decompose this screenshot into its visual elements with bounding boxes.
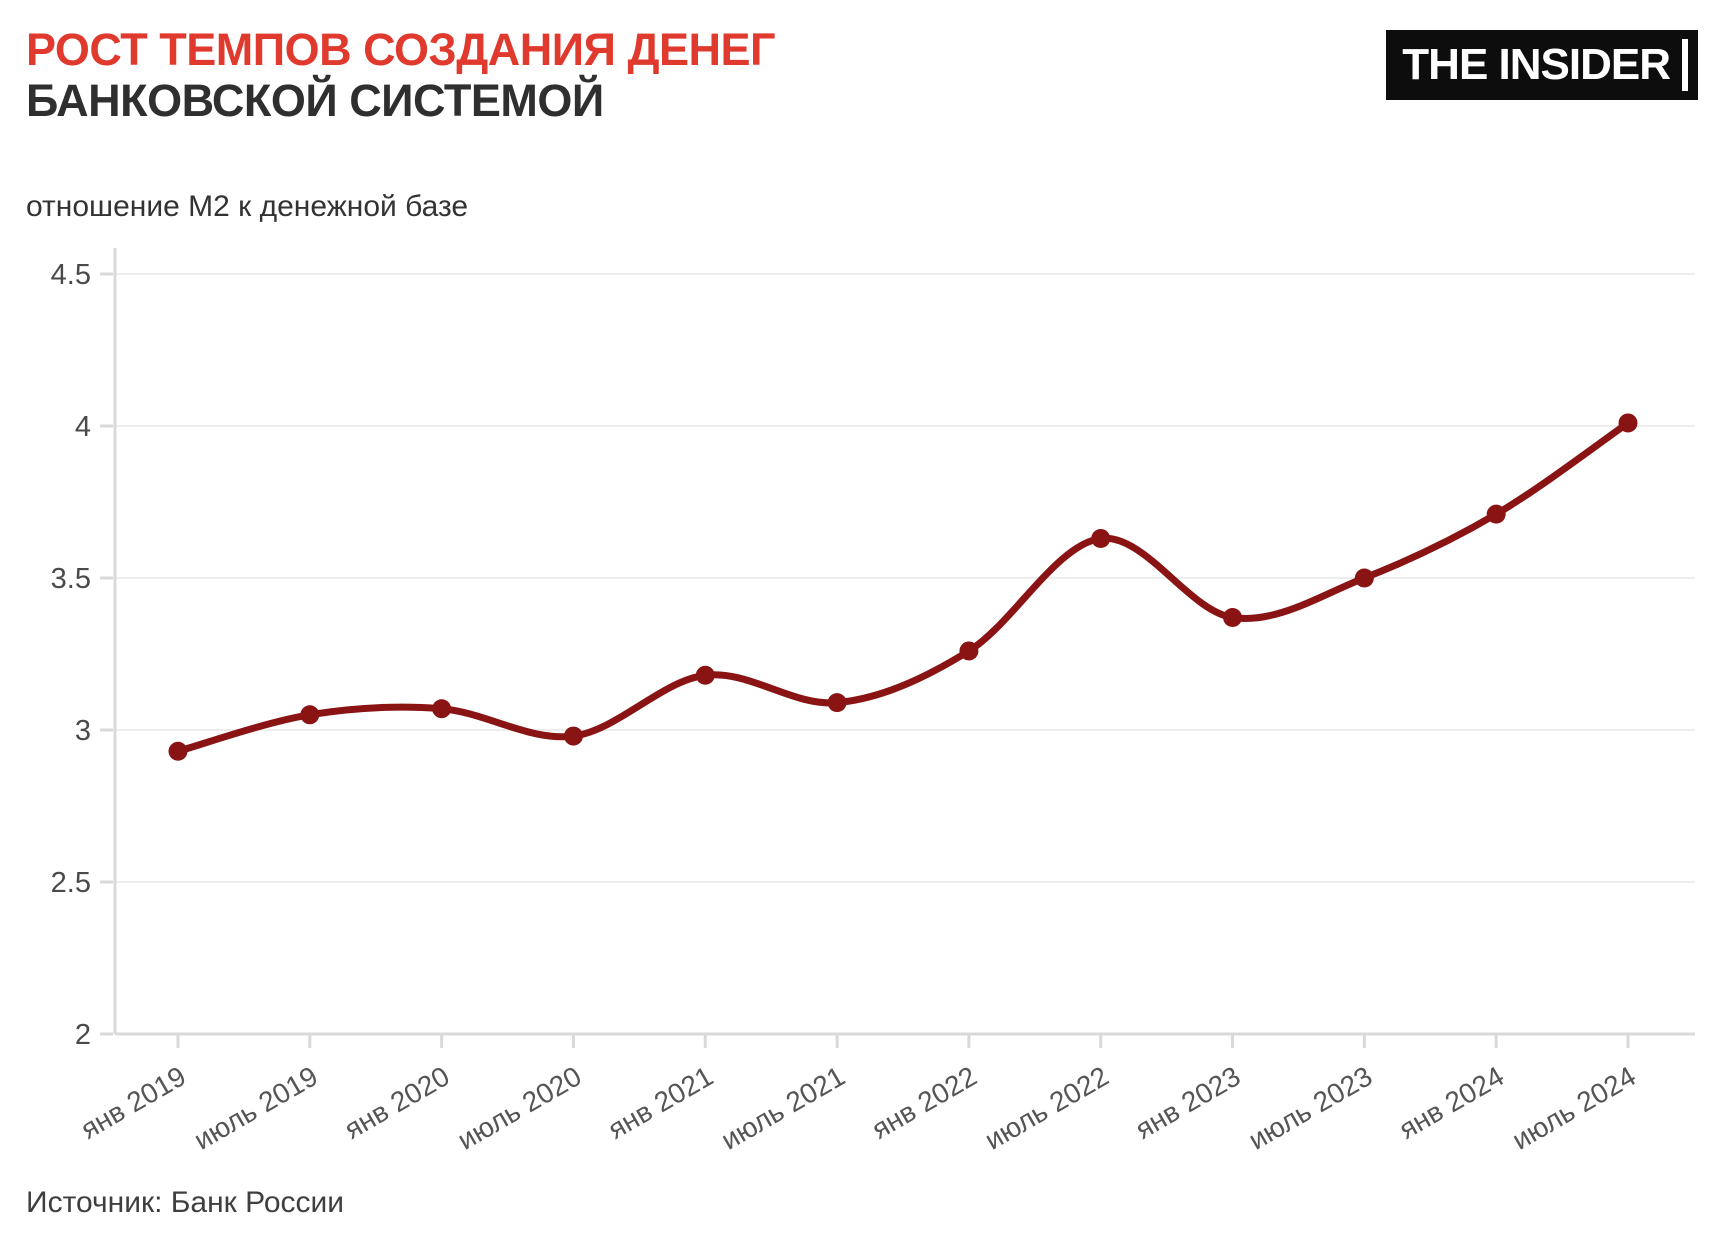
y-axis-label: 3 (75, 715, 91, 747)
page-title: РОСТ ТЕМПОВ СОЗДАНИЯ ДЕНЕГ БАНКОВСКОЙ СИ… (26, 24, 776, 127)
y-axis-label: 3.5 (51, 563, 91, 595)
y-axis-label: 4 (75, 411, 91, 443)
x-axis-label: июль 2022 (980, 1060, 1114, 1155)
logo-cursor-bar-icon (1682, 39, 1688, 91)
x-axis-label: июль 2020 (452, 1060, 586, 1155)
x-axis-label: июль 2024 (1507, 1060, 1641, 1155)
data-point-marker (1223, 608, 1243, 628)
data-point-marker (695, 665, 715, 685)
chart-subtitle: отношение М2 к денежной базе (26, 190, 469, 223)
x-axis-label: июль 2019 (189, 1060, 323, 1155)
x-axis-label: июль 2021 (716, 1060, 850, 1155)
data-line (174, 419, 1632, 755)
x-axis-label: янв 2019 (75, 1060, 191, 1145)
page-title-line1: РОСТ ТЕМПОВ СОЗДАНИЯ ДЕНЕГ (26, 24, 776, 75)
y-axis-label: 2.5 (51, 867, 91, 899)
y-axis-label: 2 (75, 1019, 91, 1051)
the-insider-logo: THE INSIDER (1386, 30, 1698, 100)
x-axis-label: янв 2020 (339, 1060, 455, 1145)
y-axis-label: 4.5 (51, 259, 91, 291)
data-point-marker (432, 699, 452, 719)
data-point-marker (563, 726, 583, 746)
data-point-marker (1618, 413, 1638, 433)
data-point-marker (1354, 568, 1374, 588)
logo-wordmark: THE INSIDER (1402, 40, 1671, 89)
x-axis-label: янв 2021 (603, 1060, 719, 1145)
data-point-marker (168, 741, 188, 761)
data-point-marker (1486, 504, 1506, 524)
x-axis-label: янв 2023 (1130, 1060, 1246, 1145)
data-point-marker (300, 705, 320, 725)
source-caption: Источник: Банк России (26, 1186, 345, 1219)
x-axis-label: янв 2022 (866, 1060, 982, 1145)
data-point-marker (827, 693, 847, 713)
data-point-marker (1091, 528, 1111, 548)
x-axis-label: июль 2023 (1243, 1060, 1377, 1155)
data-point-marker (959, 641, 979, 661)
page-title-line2: БАНКОВСКОЙ СИСТЕМОЙ (26, 75, 604, 127)
x-axis-label: янв 2024 (1394, 1060, 1510, 1145)
